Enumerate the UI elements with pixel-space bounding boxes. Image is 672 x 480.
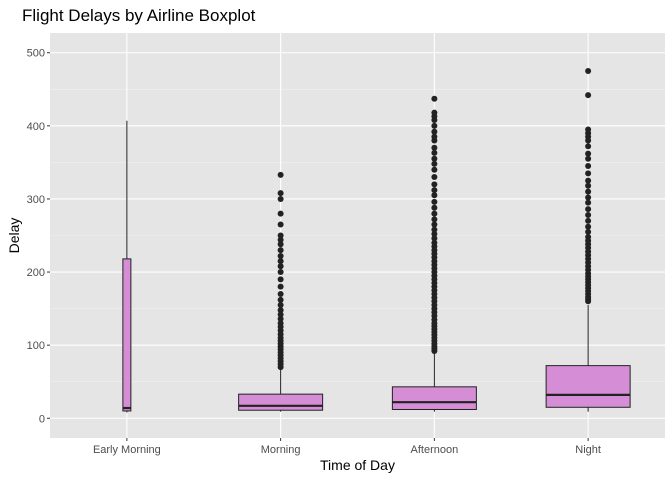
outlier-point (431, 122, 438, 129)
y-tick-label: 200 (27, 267, 45, 279)
outlier-point (585, 150, 592, 157)
outlier-point (277, 311, 284, 318)
outlier-point (431, 210, 438, 217)
outlier-point (277, 283, 284, 290)
outlier-point (585, 212, 592, 219)
outlier-point (431, 192, 438, 199)
x-axis-title: Time of Day (320, 457, 395, 473)
box-early-morning (122, 120, 132, 413)
outlier-point (431, 109, 438, 116)
iqr-box (122, 258, 132, 412)
iqr-box (545, 365, 631, 408)
box-afternoon (391, 95, 477, 412)
y-tick-label: 400 (27, 121, 45, 133)
outlier-point (585, 206, 592, 213)
outlier-point (277, 290, 284, 297)
outlier-point (277, 221, 284, 228)
box-night (545, 68, 631, 412)
x-tick-label: Night (575, 444, 601, 456)
outlier-point (277, 301, 284, 308)
outlier-point (431, 181, 438, 188)
outlier-point (585, 228, 592, 235)
outlier-point (585, 68, 592, 75)
y-tick-label: 300 (27, 194, 45, 206)
outlier-point (431, 174, 438, 181)
outlier-point (431, 198, 438, 205)
outlier-point (585, 188, 592, 195)
outlier-point (431, 204, 438, 211)
outlier-point (585, 163, 592, 170)
outlier-point (431, 95, 438, 102)
outlier-point (431, 226, 438, 233)
outlier-point (431, 231, 438, 238)
outlier-point (277, 320, 284, 327)
outlier-point (431, 133, 438, 140)
y-tick-label: 500 (27, 48, 45, 60)
y-axis-title: Delay (6, 218, 22, 254)
outlier-point (277, 252, 284, 259)
iqr-box (391, 386, 477, 410)
outlier-point (431, 160, 438, 167)
outlier-point (431, 221, 438, 228)
outlier-point (277, 236, 284, 243)
outlier-point (277, 315, 284, 322)
outlier-point (277, 190, 284, 197)
outlier-point (277, 232, 284, 239)
outlier-point (431, 187, 438, 194)
box-morning (238, 171, 324, 412)
outlier-point (585, 170, 592, 177)
outlier-point (431, 235, 438, 242)
outlier-point (277, 210, 284, 217)
outlier-point (277, 263, 284, 270)
outlier-point (585, 92, 592, 99)
outlier-point (585, 143, 592, 150)
outlier-point (585, 126, 592, 133)
outlier-point (585, 194, 592, 201)
y-tick-label: 0 (39, 413, 45, 425)
outlier-point (431, 144, 438, 151)
iqr-box (238, 393, 324, 411)
outlier-point (277, 269, 284, 276)
outlier-point (585, 177, 592, 184)
outlier-point (585, 182, 592, 189)
outlier-point (431, 239, 438, 246)
outlier-point (585, 223, 592, 230)
outlier-point (585, 199, 592, 206)
outlier-point (585, 217, 592, 224)
x-tick-label: Early Morning (93, 444, 161, 456)
y-tick-label: 100 (27, 340, 45, 352)
x-tick-label: Afternoon (411, 444, 459, 456)
outlier-point (277, 296, 284, 303)
chart-title: Flight Delays by Airline Boxplot (22, 6, 256, 25)
outlier-point (277, 276, 284, 283)
outlier-point (431, 216, 438, 223)
outlier-point (277, 195, 284, 202)
x-tick-label: Morning (261, 444, 301, 456)
outlier-point (431, 128, 438, 135)
axes: 0 100 200 300 400 500 Early Morning Morning Afte… (27, 48, 601, 456)
outlier-point (277, 241, 284, 248)
outlier-point (277, 258, 284, 265)
outlier-point (277, 247, 284, 254)
outlier-point (431, 149, 438, 156)
outlier-point (277, 307, 284, 314)
outlier-point (585, 155, 592, 162)
boxes (122, 68, 631, 413)
outlier-point (431, 166, 438, 173)
outlier-point (277, 171, 284, 178)
outlier-point (585, 233, 592, 240)
outlier-point (431, 155, 438, 162)
